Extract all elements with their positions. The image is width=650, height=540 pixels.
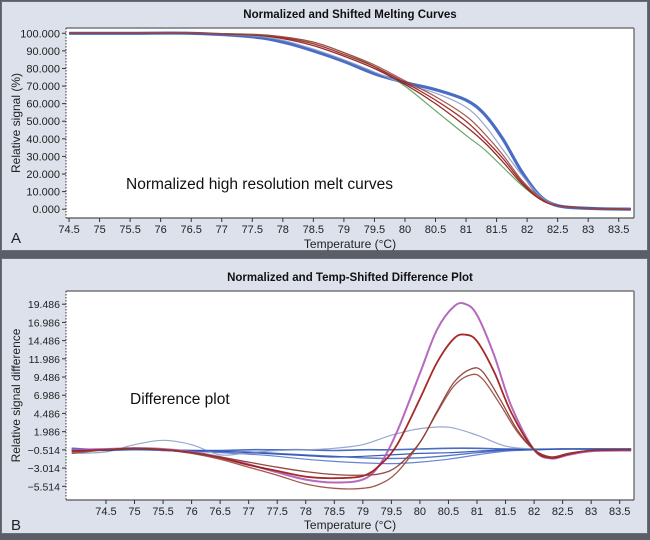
x-tick-label: 79.5 <box>381 506 402 518</box>
x-tick-label: 83.5 <box>608 224 629 236</box>
chart-title: Normalized and Temp-Shifted Difference P… <box>227 272 473 284</box>
x-tick-label: 75 <box>93 224 105 236</box>
y-tick-label: 0.000 <box>32 204 60 216</box>
y-tick-label: 30.000 <box>26 151 60 163</box>
series-group <box>71 302 632 490</box>
x-tick-label: 83.5 <box>609 506 630 518</box>
x-tick-label: 77.5 <box>242 224 263 236</box>
chart-annotation: Difference plot <box>130 391 230 408</box>
panel-label: B <box>11 517 21 534</box>
y-tick-label: 90.000 <box>26 46 60 58</box>
y-tick-label: −3.014 <box>28 463 61 475</box>
y-tick-label: 50.000 <box>26 116 60 128</box>
x-tick-label: 82 <box>528 506 540 518</box>
y-tick-label: 10.000 <box>26 187 60 199</box>
x-tick-label: 79.5 <box>364 224 385 236</box>
melt-curves-chart: Normalized and Shifted Melting Curves 0.0… <box>9 9 635 251</box>
x-tick-label: 76 <box>185 506 197 518</box>
y-tick-label: 6.986 <box>34 390 60 402</box>
x-tick-label: 81.5 <box>486 224 507 236</box>
x-tick-label: 77.5 <box>267 506 288 518</box>
x-tick-label: 74.5 <box>95 506 116 518</box>
x-tick-label: 78.5 <box>324 506 345 518</box>
x-tick-label: 79 <box>338 224 350 236</box>
x-tick-label: 76.5 <box>209 506 230 518</box>
plot-area <box>66 28 634 218</box>
series-line-brown-red <box>69 32 631 210</box>
x-tick-label: 82.5 <box>552 506 573 518</box>
x-tick-label: 83 <box>582 224 594 236</box>
x-tick-label: 83 <box>585 506 597 518</box>
y-axis-label: Relative signal (%) <box>9 73 23 173</box>
series-line-brown-2 <box>71 367 632 476</box>
y-tick-label: −5.514 <box>28 481 61 493</box>
y-tick-label: 9.486 <box>34 372 60 384</box>
x-tick-label: 80 <box>414 506 426 518</box>
y-tick-label: 19.486 <box>28 299 60 311</box>
x-tick-label: 81 <box>460 224 472 236</box>
difference-plot-chart: Normalized and Temp-Shifted Difference P… <box>9 272 635 534</box>
y-tick-label: 100.000 <box>20 28 60 40</box>
x-tick-label: 78 <box>277 224 289 236</box>
x-tick-label: 75 <box>128 506 140 518</box>
x-tick-label: 75.5 <box>119 224 140 236</box>
y-tick-label: 40.000 <box>26 134 60 146</box>
chart-annotation: Normalized high resolution melt curves <box>126 176 393 193</box>
x-tick-label: 80 <box>399 224 411 236</box>
y-tick-label: 20.000 <box>26 169 60 181</box>
panel-b: Normalized and Temp-Shifted Difference P… <box>1 258 648 534</box>
x-tick-label: 81.5 <box>495 506 516 518</box>
x-tick-label: 78 <box>300 506 312 518</box>
x-tick-label: 76.5 <box>180 224 201 236</box>
x-tick-label: 75.5 <box>152 506 173 518</box>
x-axis-label: Temperature (°C) <box>304 237 396 251</box>
x-tick-label: 82.5 <box>547 224 568 236</box>
x-tick-label: 81 <box>471 506 483 518</box>
x-tick-label: 80.5 <box>425 224 446 236</box>
x-axis-label: Temperature (°C) <box>304 518 396 532</box>
y-axis-label: Relative signal difference <box>9 328 23 462</box>
x-tick-label: 80.5 <box>438 506 459 518</box>
panel-a: Normalized and Shifted Melting Curves 0.0… <box>1 1 648 251</box>
x-tick-label: 74.5 <box>58 224 79 236</box>
series-line-grey-blue-hump <box>71 426 632 456</box>
x-tick-label: 76 <box>155 224 167 236</box>
y-tick-label: 70.000 <box>26 81 60 93</box>
y-tick-label: 80.000 <box>26 63 60 75</box>
x-tick-label: 82 <box>521 224 533 236</box>
y-tick-label: 14.486 <box>28 336 60 348</box>
x-tick-label: 77 <box>243 506 255 518</box>
series-group <box>69 31 631 211</box>
plot-area <box>66 291 634 500</box>
panel-label: A <box>11 230 21 247</box>
x-tick-label: 78.5 <box>303 224 324 236</box>
x-tick-label: 77 <box>216 224 228 236</box>
y-tick-label: 1.986 <box>34 427 60 439</box>
y-tick-label: 60.000 <box>26 99 60 111</box>
x-tick-label: 79 <box>357 506 369 518</box>
y-tick-label: −0.514 <box>28 445 61 457</box>
y-tick-label: 4.486 <box>34 408 60 420</box>
chart-title: Normalized and Shifted Melting Curves <box>243 9 456 21</box>
y-tick-label: 11.986 <box>29 354 60 366</box>
y-tick-label: 16.986 <box>28 317 60 329</box>
